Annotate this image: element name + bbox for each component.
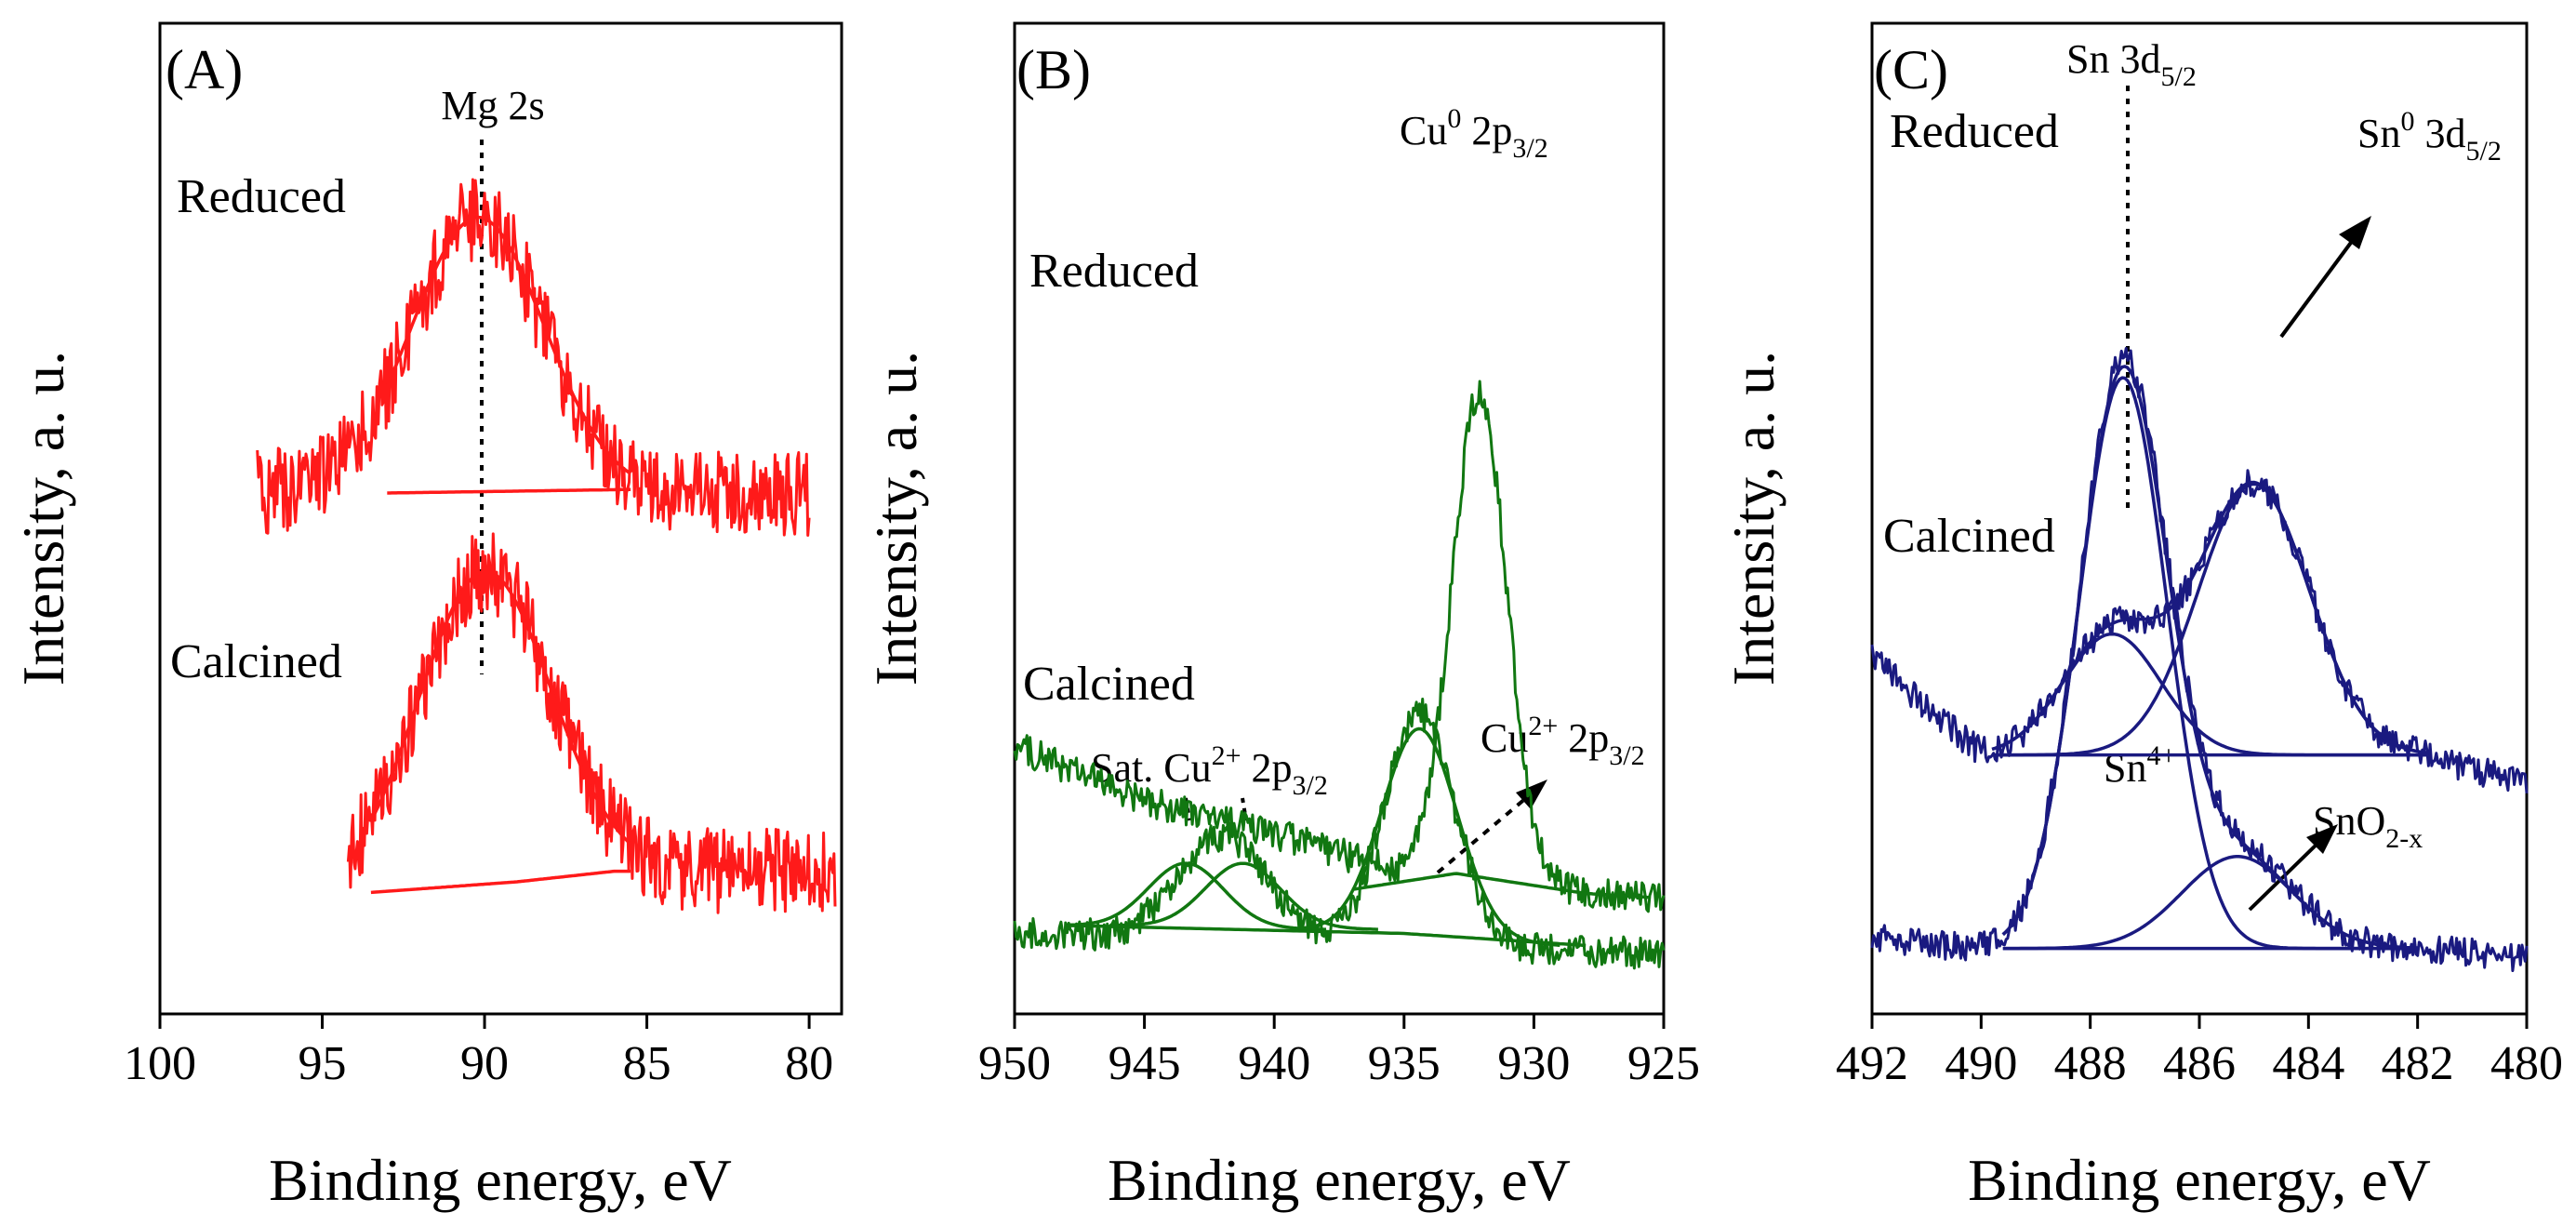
panel-c-arrow-line-upper [2279,234,2357,339]
x-tick-label: 935 [1368,1037,1441,1090]
x-tick-label: 90 [460,1037,509,1090]
panel-b-x-axis-label: Binding energy, eV [1108,1147,1571,1213]
x-tick-label: 488 [2054,1037,2127,1090]
panel-a-label: (A) [166,39,243,100]
x-tick-label: 482 [2382,1037,2454,1090]
panel-b-trace-label-reduced: Reduced [1029,245,1199,298]
panel-a: 100 95 90 85 80 Binding energy, eV Intensity… [10,21,843,1213]
series-line-calcined-fit [2001,365,2418,950]
panel-a-x-tick-labels: 100 95 90 85 80 [124,1037,833,1090]
panel-c-arrow-head-upper [2339,216,2371,249]
series-line-calcined-fit [2001,376,2418,951]
panel-b: 950 945 940 935 930 925 Binding energy, eV In… [863,21,1700,1213]
series-line-reduced-fit [1992,482,2429,757]
panel-c-x-axis-label: Binding energy, eV [1968,1147,2431,1213]
series-line-calcined-baseline [1066,924,1587,948]
panel-c-label: (C) [1874,39,1948,100]
panel-c-trace-label-reduced: Reduced [1890,105,2059,158]
series-line-calcined-fit [1118,861,1378,931]
panel-c-trace-label-calcined: Calcined [1883,510,2055,563]
x-tick-label: 480 [2490,1037,2563,1090]
panel-a-series [256,178,837,914]
series-line-reduced-raw [256,178,811,537]
panel-b-arrow-line [1436,791,1534,874]
x-tick-label: 85 [623,1037,671,1090]
x-tick-label: 950 [978,1037,1051,1090]
x-tick-label: 940 [1238,1037,1310,1090]
series-line-calcined-raw [1870,347,2529,972]
x-tick-label: 484 [2272,1037,2344,1090]
panel-c-series [1870,347,2529,972]
x-tick-label: 945 [1109,1037,1181,1090]
panel-a-y-axis-label: Intensity, a. u. [10,351,76,686]
panel-a-x-ticks [158,1014,811,1029]
x-tick-label: 490 [1945,1037,2017,1090]
series-line-reduced-fit [385,215,632,475]
panel-b-series [1013,380,1666,970]
series-line-reduced-baseline [1351,872,1652,900]
panel-c-y-axis-label: Intensity, a. u. [1720,351,1786,686]
panel-b-x-ticks [1013,1014,1666,1029]
panel-b-annotation-cu0: Cu0 2p3/2 [1400,103,1548,164]
panel-a-trace-label-reduced: Reduced [177,170,346,223]
panel-c-x-ticks [1870,1014,2529,1029]
panel-b-frame [1013,21,1666,1016]
panel-c-annotation-sn3d: Sn 3d5/2 [2066,36,2197,92]
x-tick-label: 925 [1627,1037,1700,1090]
panel-a-trace-label-calcined: Calcined [170,635,342,688]
panel-b-y-axis-label: Intensity, a. u. [863,351,929,686]
series-line-calcined-fit [369,569,632,846]
panel-c-annotation-sno2x: SnO2-x [2313,798,2423,854]
x-tick-label: 492 [1836,1037,1908,1090]
x-tick-label: 930 [1497,1037,1570,1090]
panel-b-trace-label-calcined: Calcined [1023,658,1195,711]
x-tick-label: 100 [124,1037,196,1090]
panel-c-arrow-head-lower [2306,824,2338,854]
panel-b-x-tick-labels: 950 945 940 935 930 925 [978,1037,1700,1090]
panel-c-annotation-sn4plus: Sn4+ [2104,740,2176,791]
series-line-calcined-fit [1300,726,1560,947]
series-line-reduced-fit [1991,632,2429,757]
x-tick-label: 80 [785,1037,833,1090]
panel-b-label: (B) [1016,39,1091,100]
panel-a-x-axis-label: Binding energy, eV [269,1147,732,1213]
panel-b-satellite-tick-right [1241,797,1248,821]
series-line-calcined-fit [1066,861,1327,931]
series-line-calcined-baseline [370,869,631,895]
panel-a-peak-annotation: Mg 2s [441,83,544,128]
panel-c: 492 490 488 486 484 482 480 Binding energy, eV… [1720,21,2563,1213]
x-tick-label: 95 [299,1037,347,1090]
panel-a-frame [158,21,843,1016]
series-line-calcined-raw [346,532,837,914]
panel-b-annotation-satellite: Sat. Cu2+ 2p3/2 [1091,740,1328,801]
panel-b-annotation-cu2plus: Cu2+ 2p3/2 [1481,711,1645,771]
panel-c-x-tick-labels: 492 490 488 486 484 482 480 [1836,1037,2563,1090]
series-line-reduced-baseline [387,487,631,495]
series-line-reduced-raw [1013,380,1666,913]
panel-c-annotation-sn0: Sn0 3d5/2 [2357,106,2502,167]
x-tick-label: 486 [2163,1037,2236,1090]
